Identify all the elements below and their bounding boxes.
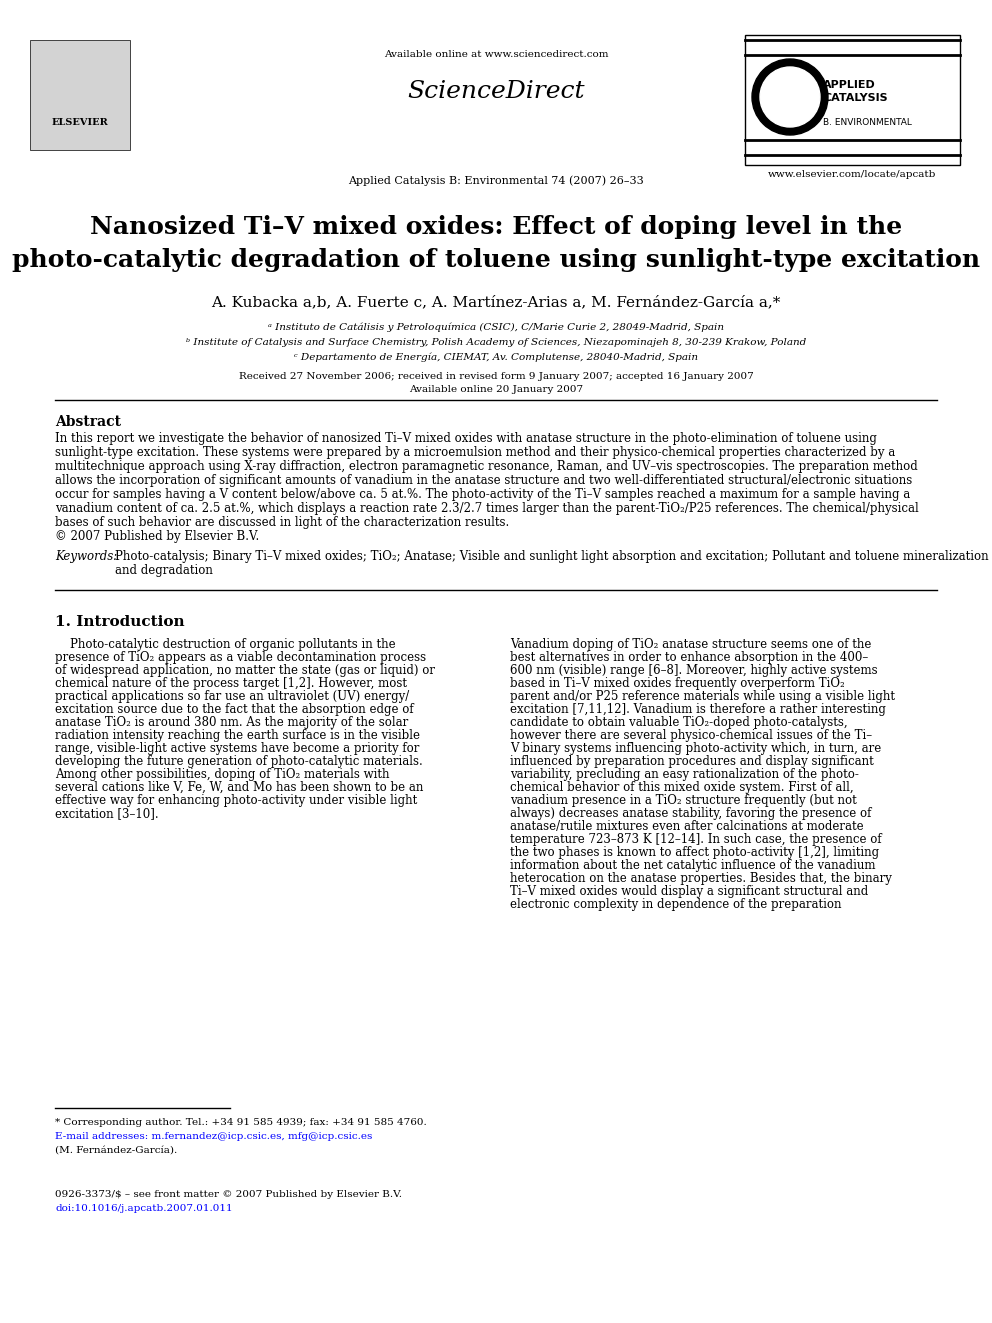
Text: ᶜ Departamento de Energía, CIEMAT, Av. Complutense, 28040-Madrid, Spain: ᶜ Departamento de Energía, CIEMAT, Av. C…	[294, 353, 698, 363]
Text: excitation [3–10].: excitation [3–10].	[55, 807, 159, 820]
Text: CATALYSIS: CATALYSIS	[823, 93, 888, 103]
Text: Applied Catalysis B: Environmental 74 (2007) 26–33: Applied Catalysis B: Environmental 74 (2…	[348, 175, 644, 185]
Text: Available online 20 January 2007: Available online 20 January 2007	[409, 385, 583, 394]
Text: Abstract: Abstract	[55, 415, 121, 429]
Text: E-mail addresses: m.fernandez@icp.csic.es, mfg@icp.csic.es: E-mail addresses: m.fernandez@icp.csic.e…	[55, 1132, 372, 1140]
Text: best alternatives in order to enhance absorption in the 400–: best alternatives in order to enhance ab…	[510, 651, 868, 664]
Circle shape	[752, 60, 828, 135]
Text: developing the future generation of photo-catalytic materials.: developing the future generation of phot…	[55, 755, 423, 767]
Text: of widespread application, no matter the state (gas or liquid) or: of widespread application, no matter the…	[55, 664, 435, 677]
Text: sunlight-type excitation. These systems were prepared by a microemulsion method : sunlight-type excitation. These systems …	[55, 446, 895, 459]
Text: In this report we investigate the behavior of nanosized Ti–V mixed oxides with a: In this report we investigate the behavi…	[55, 433, 877, 445]
Text: effective way for enhancing photo-activity under visible light: effective way for enhancing photo-activi…	[55, 794, 418, 807]
Text: anatase/rutile mixtures even after calcinations at moderate: anatase/rutile mixtures even after calci…	[510, 820, 864, 833]
Text: ScienceDirect: ScienceDirect	[408, 79, 584, 103]
Text: bases of such behavior are discussed in light of the characterization results.: bases of such behavior are discussed in …	[55, 516, 509, 529]
Text: radiation intensity reaching the earth surface is in the visible: radiation intensity reaching the earth s…	[55, 729, 420, 742]
Text: heterocation on the anatase properties. Besides that, the binary: heterocation on the anatase properties. …	[510, 872, 892, 885]
Text: influenced by preparation procedures and display significant: influenced by preparation procedures and…	[510, 755, 874, 767]
Text: photo-catalytic degradation of toluene using sunlight-type excitation: photo-catalytic degradation of toluene u…	[12, 247, 980, 273]
Text: presence of TiO₂ appears as a viable decontamination process: presence of TiO₂ appears as a viable dec…	[55, 651, 427, 664]
Text: the two phases is known to affect photo-activity [1,2], limiting: the two phases is known to affect photo-…	[510, 845, 879, 859]
Text: Photo-catalysis; Binary Ti–V mixed oxides; TiO₂; Anatase; Visible and sunlight l: Photo-catalysis; Binary Ti–V mixed oxide…	[115, 550, 989, 564]
Text: 1. Introduction: 1. Introduction	[55, 615, 185, 628]
Text: ᵃ Instituto de Catálisis y Petroloquímica (CSIC), C/Marie Curie 2, 28049-Madrid,: ᵃ Instituto de Catálisis y Petroloquímic…	[268, 323, 724, 332]
FancyBboxPatch shape	[745, 34, 960, 165]
Text: excitation source due to the fact that the absorption edge of: excitation source due to the fact that t…	[55, 703, 414, 716]
Text: candidate to obtain valuable TiO₂-doped photo-catalysts,: candidate to obtain valuable TiO₂-doped …	[510, 716, 847, 729]
Text: chemical behavior of this mixed oxide system. First of all,: chemical behavior of this mixed oxide sy…	[510, 781, 854, 794]
Text: Keywords:: Keywords:	[55, 550, 121, 564]
Text: APPLIED: APPLIED	[823, 79, 876, 90]
Text: vanadium presence in a TiO₂ structure frequently (but not: vanadium presence in a TiO₂ structure fr…	[510, 794, 857, 807]
Text: 600 nm (visible) range [6–8]. Moreover, highly active systems: 600 nm (visible) range [6–8]. Moreover, …	[510, 664, 878, 677]
Text: Ti–V mixed oxides would display a significant structural and: Ti–V mixed oxides would display a signif…	[510, 885, 868, 898]
Text: always) decreases anatase stability, favoring the presence of: always) decreases anatase stability, fav…	[510, 807, 871, 820]
FancyBboxPatch shape	[30, 40, 130, 149]
Text: allows the incorporation of significant amounts of vanadium in the anatase struc: allows the incorporation of significant …	[55, 474, 913, 487]
Text: anatase TiO₂ is around 380 nm. As the majority of the solar: anatase TiO₂ is around 380 nm. As the ma…	[55, 716, 409, 729]
Text: (M. Fernández-García).: (M. Fernández-García).	[55, 1146, 178, 1155]
Text: chemical nature of the process target [1,2]. However, most: chemical nature of the process target [1…	[55, 677, 407, 691]
Text: Vanadium doping of TiO₂ anatase structure seems one of the: Vanadium doping of TiO₂ anatase structur…	[510, 638, 871, 651]
Text: 0926-3373/$ – see front matter © 2007 Published by Elsevier B.V.: 0926-3373/$ – see front matter © 2007 Pu…	[55, 1189, 402, 1199]
Text: www.elsevier.com/locate/apcatb: www.elsevier.com/locate/apcatb	[768, 169, 936, 179]
Text: ᵇ Institute of Catalysis and Surface Chemistry, Polish Academy of Sciences, Niez: ᵇ Institute of Catalysis and Surface Che…	[186, 337, 806, 347]
Text: range, visible-light active systems have become a priority for: range, visible-light active systems have…	[55, 742, 420, 755]
Text: * Corresponding author. Tel.: +34 91 585 4939; fax: +34 91 585 4760.: * Corresponding author. Tel.: +34 91 585…	[55, 1118, 427, 1127]
Text: ELSEVIER: ELSEVIER	[52, 118, 108, 127]
Text: © 2007 Published by Elsevier B.V.: © 2007 Published by Elsevier B.V.	[55, 531, 259, 542]
Text: practical applications so far use an ultraviolet (UV) energy/: practical applications so far use an ult…	[55, 691, 410, 703]
Text: however there are several physico-chemical issues of the Ti–: however there are several physico-chemic…	[510, 729, 872, 742]
Text: excitation [7,11,12]. Vanadium is therefore a rather interesting: excitation [7,11,12]. Vanadium is theref…	[510, 703, 886, 716]
Text: B. ENVIRONMENTAL: B. ENVIRONMENTAL	[823, 118, 912, 127]
Text: and degradation: and degradation	[115, 564, 213, 577]
Text: A. Kubacka a,b, A. Fuerte c, A. Martínez-Arias a, M. Fernández-García a,*: A. Kubacka a,b, A. Fuerte c, A. Martínez…	[211, 295, 781, 310]
Text: parent and/or P25 reference materials while using a visible light: parent and/or P25 reference materials wh…	[510, 691, 895, 703]
Text: V binary systems influencing photo-activity which, in turn, are: V binary systems influencing photo-activ…	[510, 742, 881, 755]
Text: multitechnique approach using X-ray diffraction, electron paramagnetic resonance: multitechnique approach using X-ray diff…	[55, 460, 918, 474]
Text: doi:10.1016/j.apcatb.2007.01.011: doi:10.1016/j.apcatb.2007.01.011	[55, 1204, 233, 1213]
Text: several cations like V, Fe, W, and Mo has been shown to be an: several cations like V, Fe, W, and Mo ha…	[55, 781, 424, 794]
Text: based in Ti–V mixed oxides frequently overperform TiO₂: based in Ti–V mixed oxides frequently ov…	[510, 677, 845, 691]
Text: information about the net catalytic influence of the vanadium: information about the net catalytic infl…	[510, 859, 876, 872]
Text: Received 27 November 2006; received in revised form 9 January 2007; accepted 16 : Received 27 November 2006; received in r…	[239, 372, 753, 381]
Text: Available online at www.sciencedirect.com: Available online at www.sciencedirect.co…	[384, 50, 608, 60]
Circle shape	[760, 67, 820, 127]
Text: electronic complexity in dependence of the preparation: electronic complexity in dependence of t…	[510, 898, 841, 912]
Text: vanadium content of ca. 2.5 at.%, which displays a reaction rate 2.3/2.7 times l: vanadium content of ca. 2.5 at.%, which …	[55, 501, 919, 515]
Text: Among other possibilities, doping of TiO₂ materials with: Among other possibilities, doping of TiO…	[55, 767, 390, 781]
Text: Photo-catalytic destruction of organic pollutants in the: Photo-catalytic destruction of organic p…	[70, 638, 396, 651]
Text: occur for samples having a V content below/above ca. 5 at.%. The photo-activity : occur for samples having a V content bel…	[55, 488, 911, 501]
Text: temperature 723–873 K [12–14]. In such case, the presence of: temperature 723–873 K [12–14]. In such c…	[510, 833, 882, 845]
Text: variability, precluding an easy rationalization of the photo-: variability, precluding an easy rational…	[510, 767, 859, 781]
Text: Nanosized Ti–V mixed oxides: Effect of doping level in the: Nanosized Ti–V mixed oxides: Effect of d…	[90, 216, 902, 239]
